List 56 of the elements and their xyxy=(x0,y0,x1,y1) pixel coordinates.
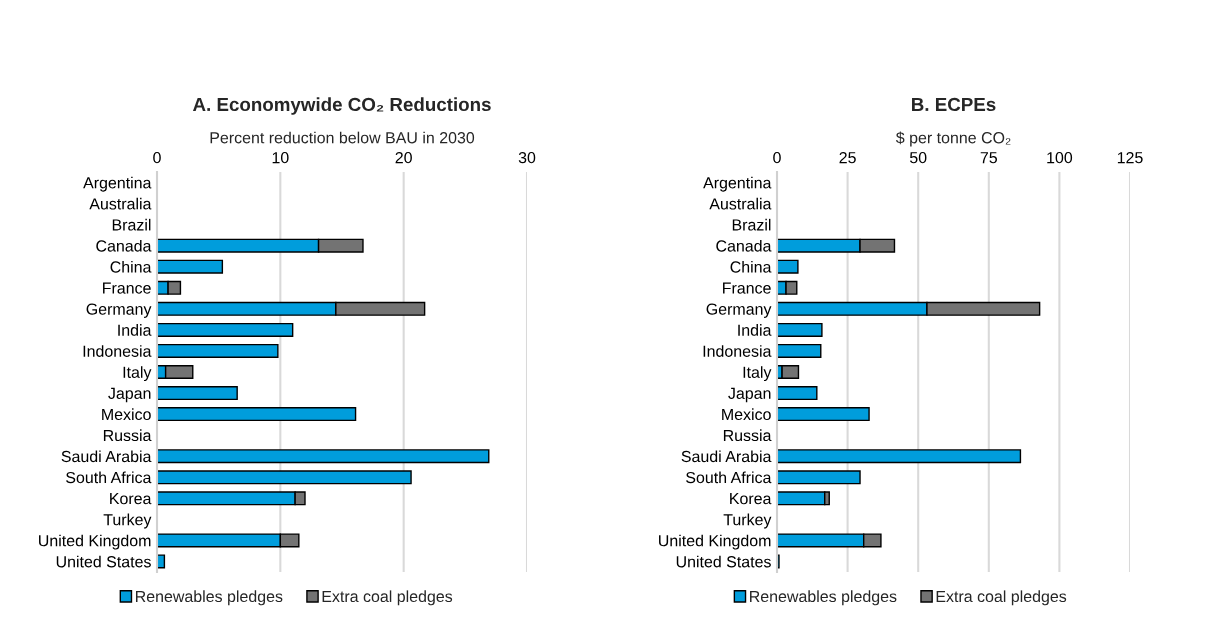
y-tick-label: Turkey xyxy=(723,513,772,529)
y-tick-label: Italy xyxy=(743,366,772,382)
y-tick-label: France xyxy=(723,282,771,294)
y-tick-label: Australia xyxy=(709,197,772,210)
y-tick-label: Korea xyxy=(730,493,772,505)
chart-title: B. ECPEs xyxy=(912,97,996,112)
y-tick-label: Italy xyxy=(123,366,152,382)
legend-label: Renewables pledges xyxy=(750,590,897,606)
y-tick-label: China xyxy=(730,260,772,273)
x-tick-label: 30 xyxy=(518,151,536,164)
x-tick-label: 125 xyxy=(1117,151,1143,164)
y-tick-label: South Africa xyxy=(686,471,772,484)
y-tick-label: Canada xyxy=(96,239,152,252)
y-tick-label: Japan xyxy=(108,387,151,403)
legend-label: Renewables pledges xyxy=(135,590,283,606)
y-tick-label: Indonesia xyxy=(83,345,152,357)
x-tick-label: 25 xyxy=(839,151,856,164)
y-tick-label: Saudi Arabia xyxy=(681,450,772,463)
y-tick-label: Japan xyxy=(728,387,771,403)
legend-label: Extra coal pledges xyxy=(322,590,453,606)
y-tick-label: Brazil xyxy=(732,218,771,231)
y-tick-label: Germany xyxy=(86,303,152,318)
y-tick-label: United Kingdom xyxy=(659,534,771,550)
y-tick-label: India xyxy=(738,324,772,336)
chart-title: A. Economywide CO₂ Reductions xyxy=(192,97,491,115)
y-tick-label: Germany xyxy=(706,303,772,318)
y-tick-label: India xyxy=(118,324,152,336)
y-tick-label: Russia xyxy=(723,429,772,442)
y-tick-label: Indonesia xyxy=(703,345,772,357)
y-tick-label: Turkey xyxy=(103,513,152,529)
x-tick-label: 10 xyxy=(272,151,289,164)
y-tick-label: China xyxy=(110,260,152,273)
x-tick-label: 100 xyxy=(1047,151,1073,164)
y-tick-label: Mexico xyxy=(102,408,151,421)
y-tick-label: United Kingdom xyxy=(39,534,151,550)
y-tick-label: Russia xyxy=(103,429,152,442)
y-tick-label: South Africa xyxy=(66,471,152,484)
y-tick-label: United States xyxy=(676,555,771,568)
x-axis-title: $ per tonne CO₂ xyxy=(895,131,1011,147)
y-tick-label: Canada xyxy=(716,239,772,252)
x-tick-label: 0 xyxy=(773,151,781,164)
y-tick-label: Australia xyxy=(89,197,152,210)
y-tick-label: Argentina xyxy=(703,176,772,192)
y-tick-label: Argentina xyxy=(83,176,152,192)
legend-label: Extra coal pledges xyxy=(936,590,1067,606)
y-tick-label: Saudi Arabia xyxy=(61,450,152,463)
x-tick-label: 0 xyxy=(153,151,161,164)
y-tick-label: Korea xyxy=(110,493,152,505)
x-axis-title: Percent reduction below BAU in 2030 xyxy=(210,131,475,144)
y-tick-label: Brazil xyxy=(112,218,151,231)
y-tick-label: United States xyxy=(56,555,151,568)
x-tick-label: 50 xyxy=(909,151,927,164)
y-tick-label: France xyxy=(103,282,151,294)
x-tick-label: 75 xyxy=(980,152,998,164)
y-tick-label: Mexico xyxy=(722,408,771,421)
x-tick-label: 20 xyxy=(395,151,412,164)
